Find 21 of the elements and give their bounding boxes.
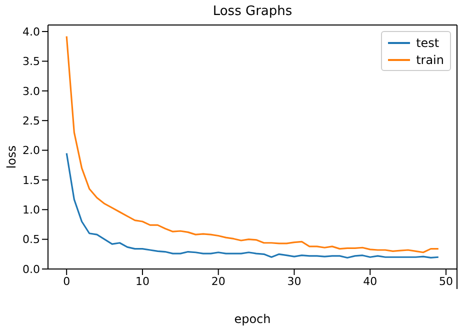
y-tick-label: 3.0 (22, 84, 40, 98)
y-tick-label: 1.0 (22, 204, 40, 217)
y-tick-label: 0.5 (22, 233, 40, 246)
chart-title: Loss Graphs (212, 4, 294, 19)
y-tick-label: 0.0 (22, 262, 40, 276)
x-tick-label: 40 (363, 274, 378, 288)
x-tick-label: 10 (135, 274, 150, 288)
line-series (66, 152, 440, 259)
y-tick-label: 1.5 (22, 174, 40, 187)
legend-label: train (416, 52, 444, 66)
y-tick-label: 2.5 (22, 114, 40, 128)
x-tick-label: 50 (438, 274, 453, 288)
y-tick-label: 3.5 (22, 55, 40, 68)
y-axis-title: loss (4, 145, 19, 169)
x-axis-title: epoch (233, 312, 272, 326)
x-tick-label: 30 (287, 274, 302, 288)
y-tick-label: 2.0 (22, 144, 40, 158)
x-tick-label: 20 (211, 274, 226, 288)
x-tick-label: 0 (63, 274, 70, 288)
legend-label: test (416, 36, 440, 50)
y-tick-label: 4.0 (22, 25, 40, 38)
